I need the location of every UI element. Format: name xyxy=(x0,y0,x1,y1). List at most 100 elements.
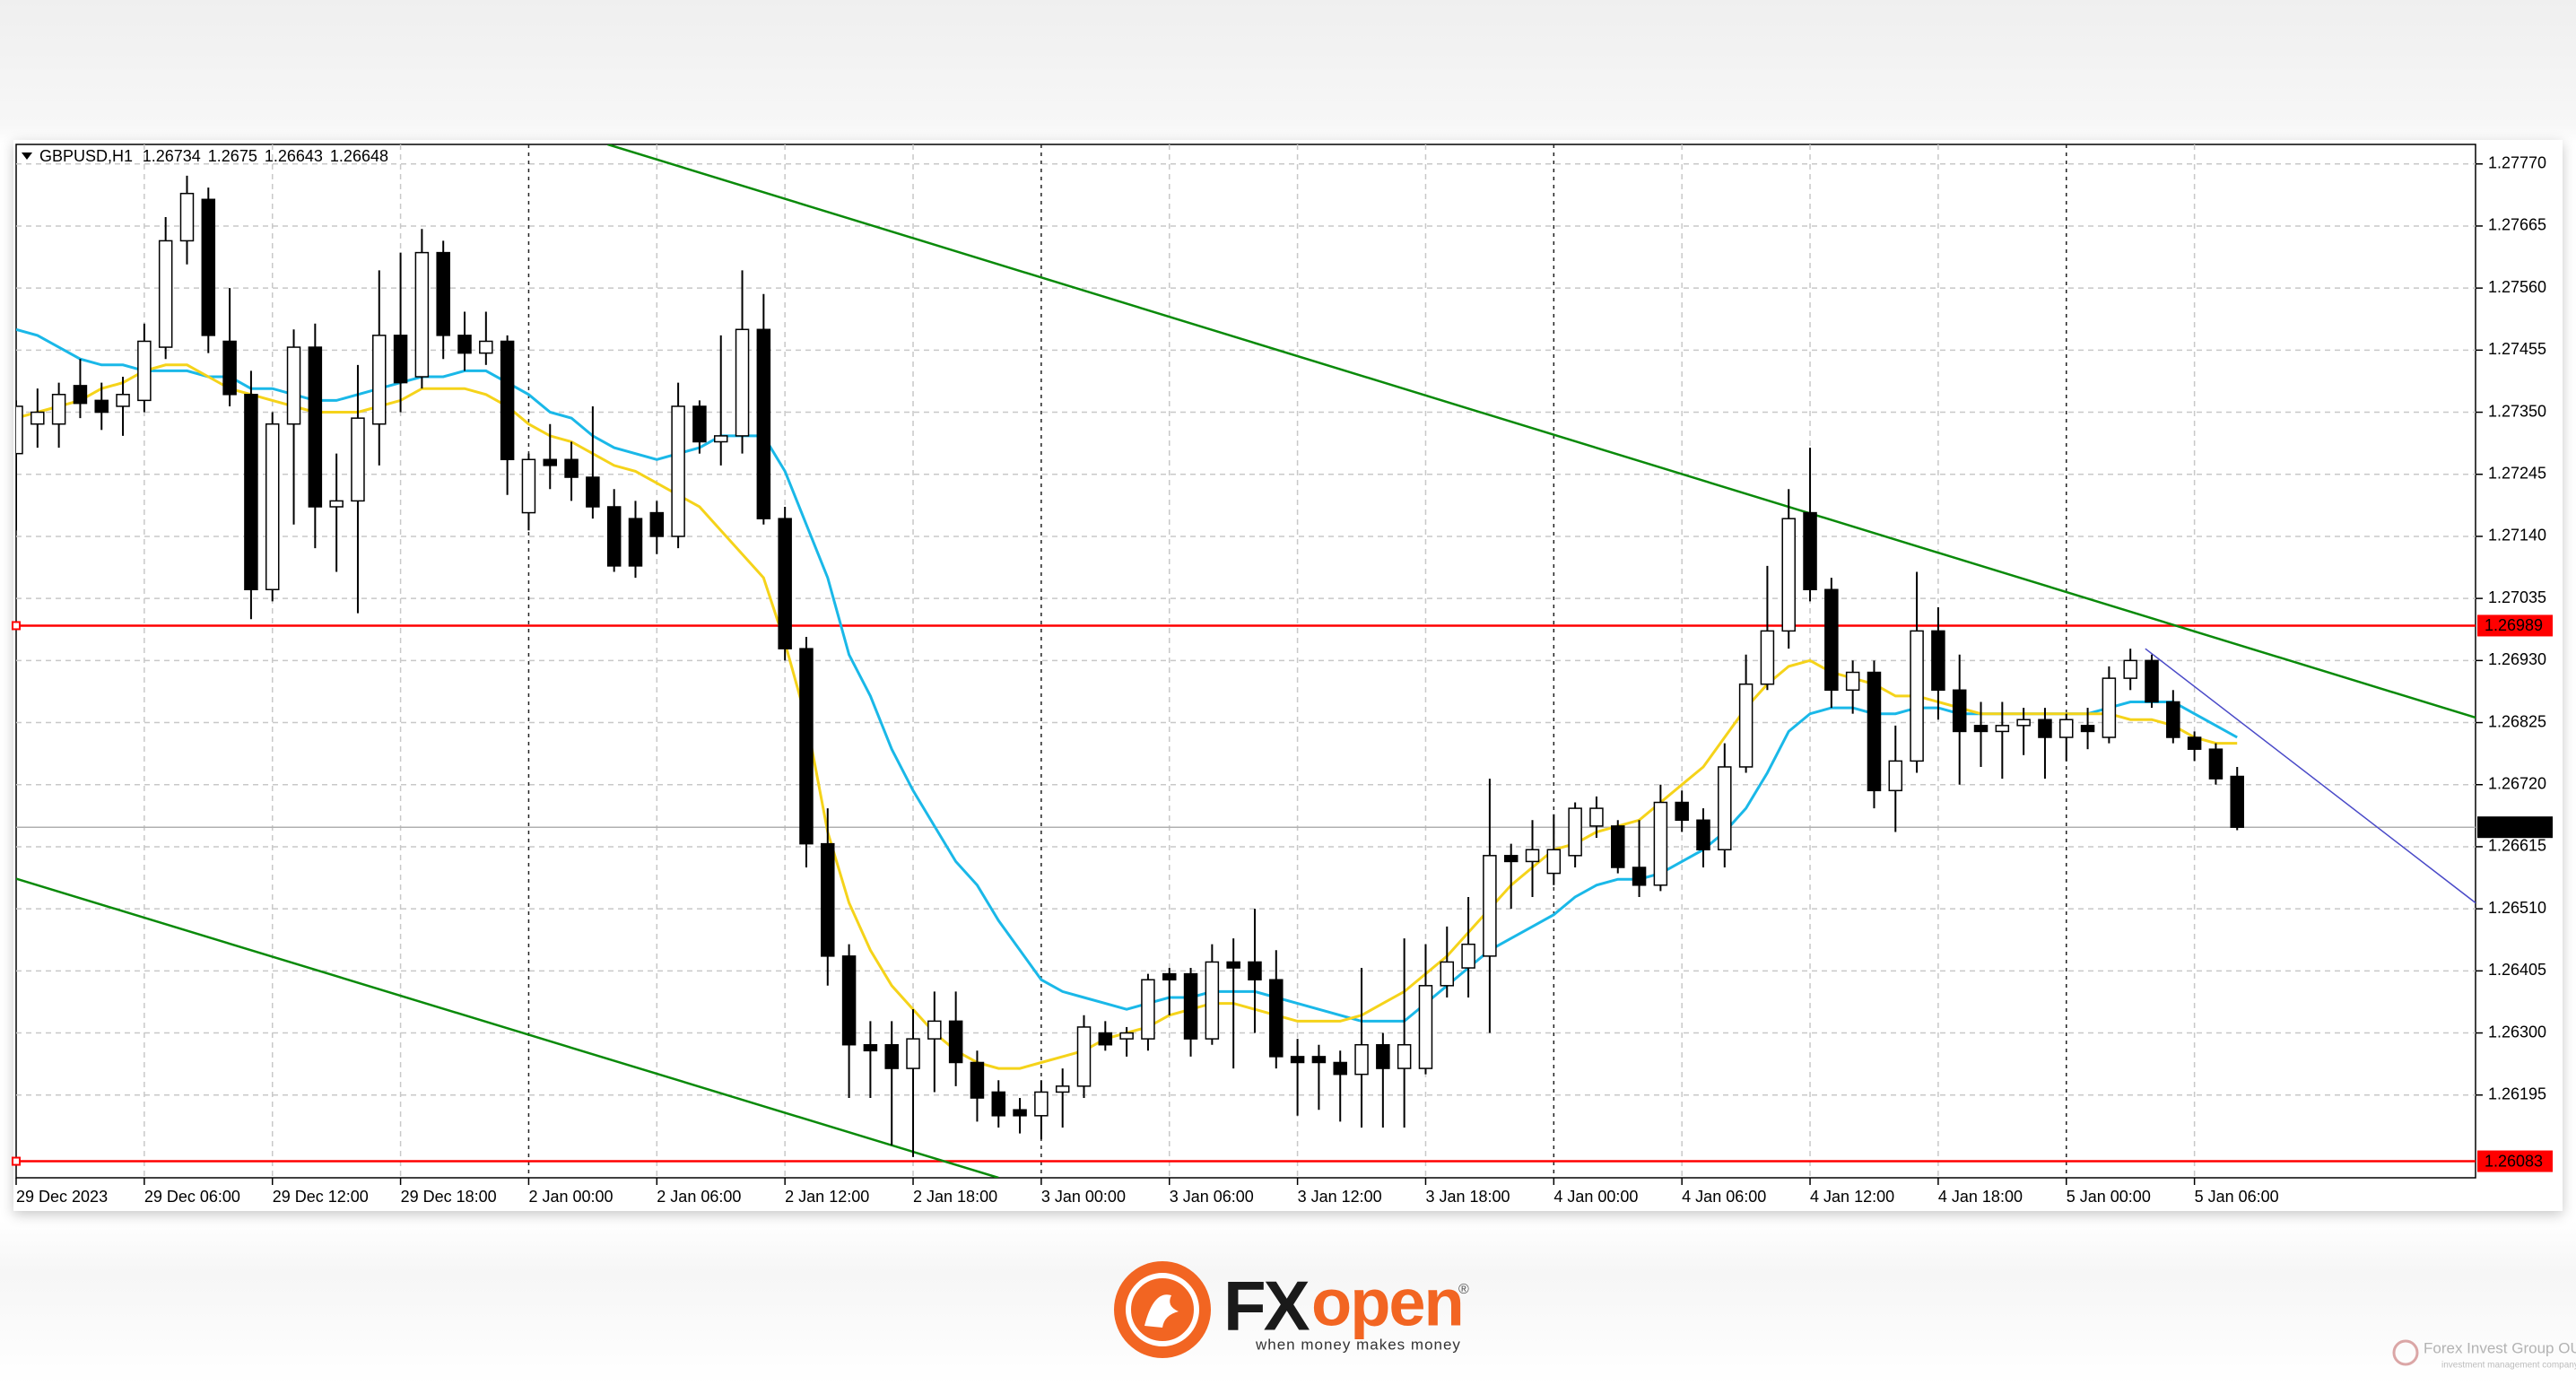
x-tick-label: 29 Dec 12:00 xyxy=(273,1188,369,1206)
candle-body xyxy=(1931,630,1945,692)
level-handle xyxy=(12,1156,21,1166)
candle-body xyxy=(30,411,45,425)
menu-triangle[interactable] xyxy=(22,152,32,160)
x-tick-label: 29 Dec 18:00 xyxy=(401,1188,497,1206)
candle-body xyxy=(1440,961,1455,987)
candle-body xyxy=(137,340,152,402)
logo-tagline: when money makes money xyxy=(1255,1336,1461,1353)
candle-body xyxy=(1611,825,1625,868)
watermark-icon xyxy=(2392,1339,2419,1366)
candles xyxy=(16,175,2244,1157)
candle-body xyxy=(1632,867,1647,886)
candle-body xyxy=(1376,1043,1390,1069)
watermark-text: Forex Invest Group OU xyxy=(2424,1339,2576,1356)
y-tick-label: 1.27560 xyxy=(2488,278,2546,296)
candle-body xyxy=(1696,819,1710,850)
candle-body xyxy=(1824,588,1839,692)
candle-body xyxy=(116,394,130,407)
candle-body xyxy=(735,328,750,437)
y-tick-label: 1.26510 xyxy=(2488,899,2546,917)
level-handle xyxy=(12,621,21,631)
trend-line xyxy=(16,877,999,1178)
candle-body xyxy=(543,458,557,466)
candle-body xyxy=(1952,689,1967,733)
x-tick-label: 3 Jan 06:00 xyxy=(1170,1188,1254,1206)
candle-body xyxy=(372,335,387,425)
candle-body xyxy=(1418,985,1433,1069)
candle-body xyxy=(1183,972,1198,1040)
y-tick-label: 1.27770 xyxy=(2488,153,2546,171)
x-tick-label: 29 Dec 2023 xyxy=(16,1188,108,1206)
candle-body xyxy=(1675,801,1689,822)
candle-body xyxy=(1738,683,1754,768)
candle-body xyxy=(1718,766,1732,850)
candle-body xyxy=(286,346,301,425)
candle-body xyxy=(863,1043,878,1052)
moving-average xyxy=(16,327,2238,1023)
candle-body xyxy=(1269,979,1284,1058)
candle-body xyxy=(2208,748,2224,780)
candle-body xyxy=(756,328,771,519)
x-tick-label: 2 Jan 00:00 xyxy=(528,1188,613,1206)
y-tick-label: 1.27245 xyxy=(2488,464,2546,482)
x-tick-label: 2 Jan 18:00 xyxy=(913,1188,997,1206)
candle-body xyxy=(73,385,88,405)
x-tick-label: 2 Jan 06:00 xyxy=(657,1188,741,1206)
candle-body xyxy=(1076,1026,1092,1087)
x-tick-label: 3 Jan 18:00 xyxy=(1425,1188,1510,1206)
candle-body xyxy=(1803,511,1817,591)
candle-body xyxy=(799,648,814,845)
candle-body xyxy=(2080,725,2095,733)
x-tick-label: 3 Jan 00:00 xyxy=(1041,1188,1126,1206)
candle-body xyxy=(1162,972,1177,980)
header-high: 1.2675 xyxy=(208,147,257,165)
candle-body xyxy=(841,955,857,1046)
candle-body xyxy=(1119,1032,1134,1040)
candle-body xyxy=(201,198,216,336)
y-tick-label: 1.27665 xyxy=(2488,216,2546,234)
candle-body xyxy=(414,251,430,378)
candle-body xyxy=(1910,630,1924,762)
x-tick-label: 2 Jan 12:00 xyxy=(785,1188,869,1206)
logo-emblem-ring xyxy=(1126,1273,1199,1346)
candle-body xyxy=(1483,855,1497,957)
candle-body xyxy=(1653,801,1668,886)
candle-body xyxy=(94,399,109,414)
candle-body xyxy=(457,335,472,354)
logo-fx: FX xyxy=(1223,1267,1310,1346)
y-tick-label: 1.27350 xyxy=(2488,402,2546,420)
y-tick-label: 1.26300 xyxy=(2488,1023,2546,1041)
candle-body xyxy=(692,405,707,443)
candle-body xyxy=(628,518,643,567)
candle-body xyxy=(1034,1091,1049,1117)
candle-body xyxy=(1248,961,1262,980)
candle-body xyxy=(1845,671,1860,692)
y-tick-label: 1.26195 xyxy=(2488,1084,2546,1102)
candle-body xyxy=(2145,659,2159,703)
header-close: 1.26648 xyxy=(330,147,388,165)
candle-body xyxy=(393,335,408,384)
candle-body xyxy=(1354,1043,1369,1076)
candle-body xyxy=(2230,775,2244,828)
candle-body xyxy=(265,422,280,591)
y-tick-label: 1.26930 xyxy=(2488,650,2546,668)
candle-body xyxy=(1760,630,1775,685)
symbol: GBPUSD,H1 xyxy=(39,147,133,165)
candle-body xyxy=(1568,807,1582,857)
candle-body xyxy=(1098,1032,1113,1046)
chart-header: GBPUSD,H1 1.26734 1.2675 1.26643 1.26648 xyxy=(39,147,388,165)
candle-body xyxy=(606,506,622,567)
candle-body xyxy=(2059,719,2074,738)
candle-body xyxy=(2187,736,2202,750)
candle-body xyxy=(351,417,365,502)
y-tick-label: 1.27455 xyxy=(2488,340,2546,358)
candle-body xyxy=(158,240,173,348)
candle-body xyxy=(1311,1056,1327,1064)
current-price-box xyxy=(2477,816,2553,839)
candle-body xyxy=(436,251,450,336)
candle-body xyxy=(500,340,515,461)
candle-body xyxy=(2038,719,2052,738)
y-tick-label: 1.26405 xyxy=(2488,961,2546,979)
candle-body xyxy=(1525,849,1540,863)
candle-body xyxy=(1461,943,1475,969)
